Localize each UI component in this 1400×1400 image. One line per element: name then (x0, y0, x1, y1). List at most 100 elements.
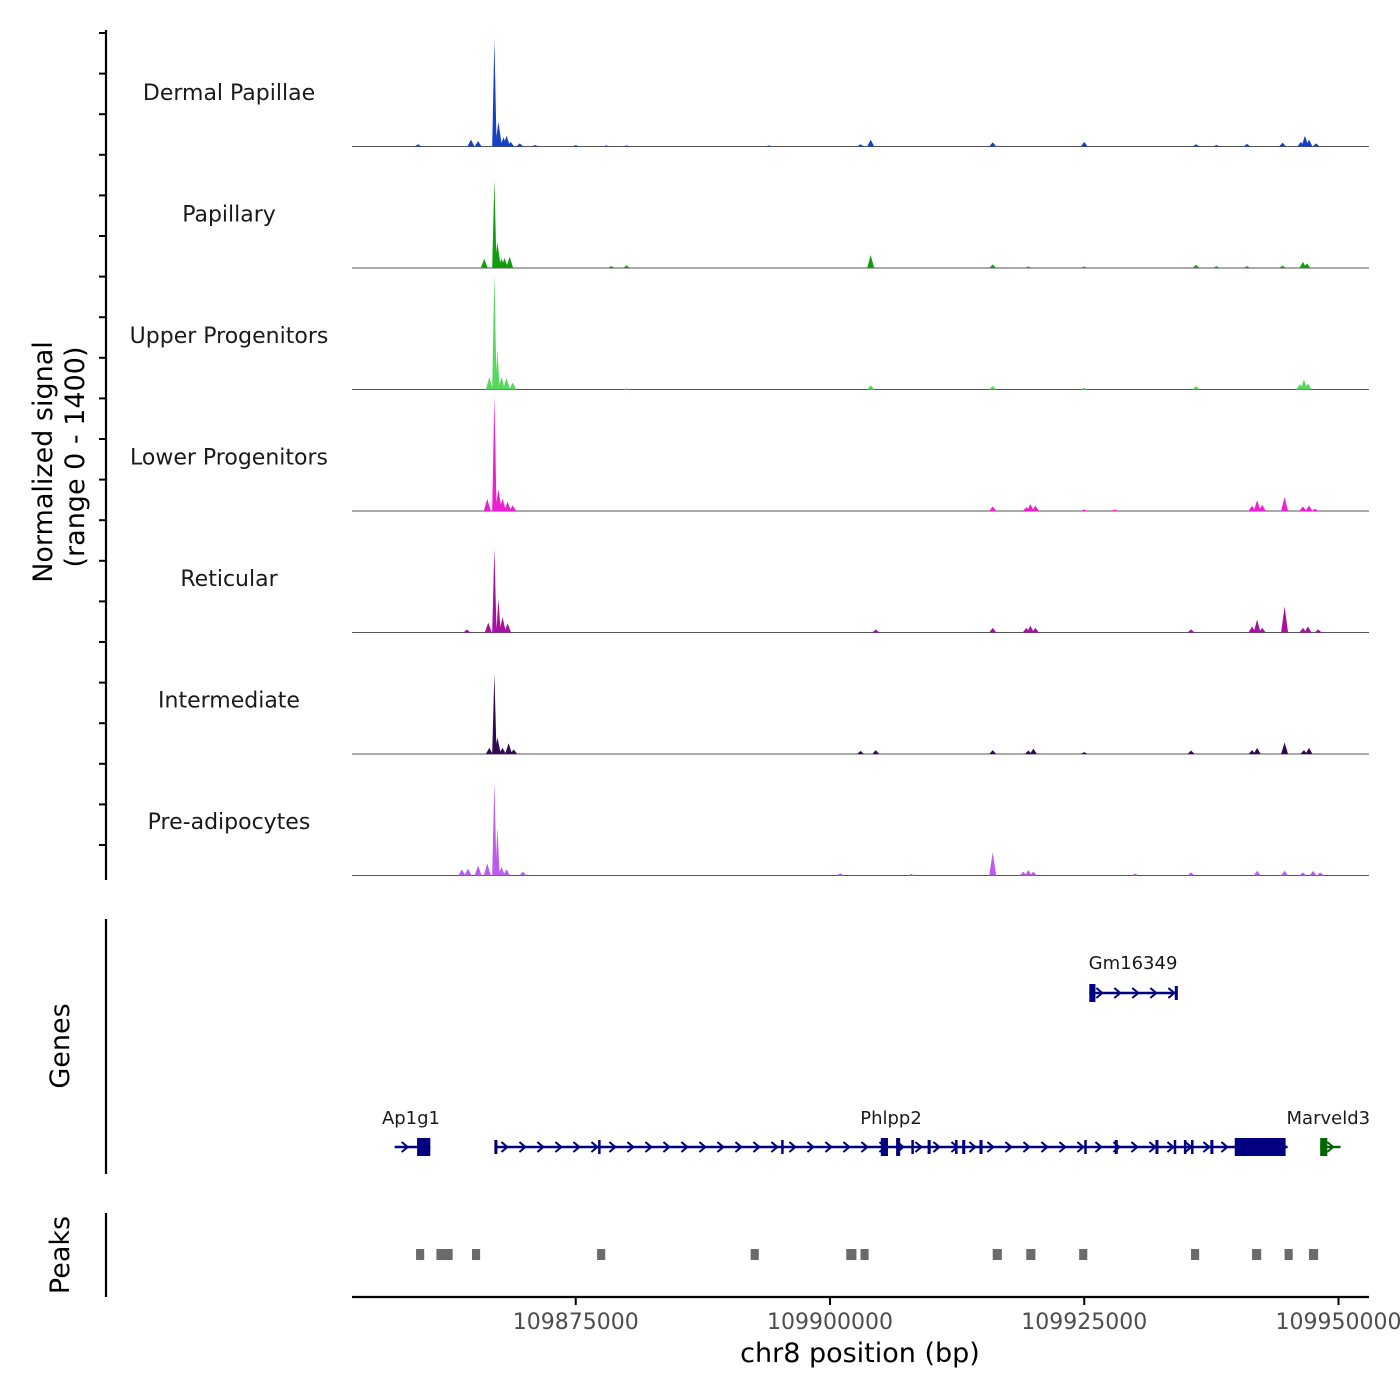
strand-chevron (590, 1141, 599, 1153)
signal-peak (1304, 383, 1312, 390)
signal-peak (1305, 505, 1313, 511)
gene-exon (1173, 1140, 1177, 1154)
signal-peak (1303, 263, 1311, 268)
signal-peak (494, 489, 502, 511)
signal-peak (516, 143, 524, 147)
signal-peak (484, 622, 492, 633)
strand-chevron (518, 1141, 527, 1153)
signal-peak (414, 144, 422, 147)
signal-peak (492, 673, 497, 754)
x-tick-label: 109875000 (513, 1310, 639, 1335)
gene-exon (1234, 1138, 1286, 1156)
signal-peak (1253, 870, 1261, 876)
strand-chevron (932, 1141, 941, 1153)
signal-peak (1300, 379, 1308, 390)
strand-chevron (716, 1141, 725, 1153)
strand-chevron (500, 1141, 509, 1153)
signal-peak (1031, 505, 1039, 511)
peak-region (1026, 1249, 1036, 1260)
track-papillary: Papillary (182, 179, 1369, 269)
signal-peak (499, 498, 507, 511)
strand-chevron (914, 1141, 923, 1153)
strand-chevron (1022, 1141, 1031, 1153)
signal-peak (467, 139, 475, 147)
signal-peak (492, 548, 497, 633)
gene-exon (927, 1140, 931, 1154)
signal-peak (1304, 626, 1312, 633)
signal-peak (480, 258, 488, 268)
strand-chevron (1202, 1141, 1211, 1153)
signal-peak (1305, 747, 1313, 754)
strand-chevron (662, 1141, 671, 1153)
gene-label: Gm16349 (1089, 953, 1178, 974)
signal-peak (572, 145, 580, 147)
gene-exon (1155, 1140, 1159, 1154)
peak-region (750, 1249, 759, 1260)
peak-region (472, 1249, 481, 1260)
gene-exon (955, 1140, 958, 1154)
signal-peak (1281, 497, 1289, 511)
x-axis-ticks: 109875000 109900000 109925000 109950000 (513, 1297, 1400, 1335)
signal-peak (1248, 626, 1256, 633)
gene-exon (1114, 1140, 1118, 1154)
signal-peak (519, 871, 527, 876)
strand-chevron (1130, 1141, 1139, 1153)
peak-region (416, 1249, 425, 1260)
signal-peak (1299, 627, 1307, 633)
gene-exon (781, 1140, 784, 1154)
peak-region (992, 1249, 1002, 1260)
strand-chevron (1094, 1141, 1103, 1153)
strand-chevron (680, 1141, 689, 1153)
signal-peak (1311, 508, 1319, 511)
signal-peak (1258, 627, 1266, 633)
coverage-tracks: Dermal Papillae Papillary Upper Progenitor… (130, 39, 1369, 876)
track-label: Upper Progenitors (130, 324, 329, 349)
signal-peak (1111, 509, 1119, 511)
track-intermediate: Intermediate (158, 673, 1369, 755)
peak-region (860, 1249, 869, 1260)
gene-label: Ap1g1 (382, 1108, 440, 1129)
signal-peak (1253, 747, 1261, 754)
signal-peak (1281, 870, 1289, 876)
signal-peak (1314, 629, 1322, 633)
strand-chevron (1220, 1141, 1229, 1153)
strand-chevron (752, 1141, 761, 1153)
gene-exon (1183, 1140, 1187, 1154)
signal-peak (1281, 742, 1289, 754)
signal-peak (492, 272, 497, 390)
signal-peak (503, 135, 511, 147)
signal-peak (1312, 143, 1320, 147)
strand-chevron (986, 1141, 995, 1153)
strand-chevron (401, 1141, 410, 1153)
signal-peak (510, 749, 518, 754)
gene-marveld3: Marveld3 (1287, 1108, 1371, 1156)
strand-chevron (824, 1141, 833, 1153)
peak-region (1284, 1249, 1293, 1260)
track-label: Pre-adipocytes (148, 810, 311, 835)
signal-peak (1029, 748, 1037, 754)
signal-peak (1258, 504, 1266, 511)
signal-peak (509, 382, 517, 390)
gene-exon (598, 1140, 601, 1154)
signal-peak (623, 265, 631, 268)
signal-peak (872, 750, 880, 754)
signal-peak (1024, 870, 1032, 876)
gene-exon (911, 1140, 914, 1154)
strand-chevron (608, 1141, 617, 1153)
y-axis-title-line1: Normalized signal (28, 341, 59, 583)
track-label: Papillary (182, 203, 276, 228)
gene-label: Marveld3 (1287, 1108, 1371, 1129)
strand-chevron (734, 1141, 743, 1153)
strand-chevron (554, 1141, 563, 1153)
track-label: Lower Progenitors (130, 446, 328, 471)
signal-peak (1253, 500, 1261, 511)
signal-peak (503, 377, 511, 390)
signal-peak (497, 867, 505, 876)
track-pre-adipocytes: Pre-adipocytes (148, 781, 1369, 876)
signal-peak (505, 743, 513, 754)
peak-region (1252, 1249, 1262, 1260)
x-axis-title: chr8 position (bp) (740, 1338, 980, 1369)
peak-region (436, 1249, 453, 1260)
signal-peak (1300, 750, 1308, 754)
